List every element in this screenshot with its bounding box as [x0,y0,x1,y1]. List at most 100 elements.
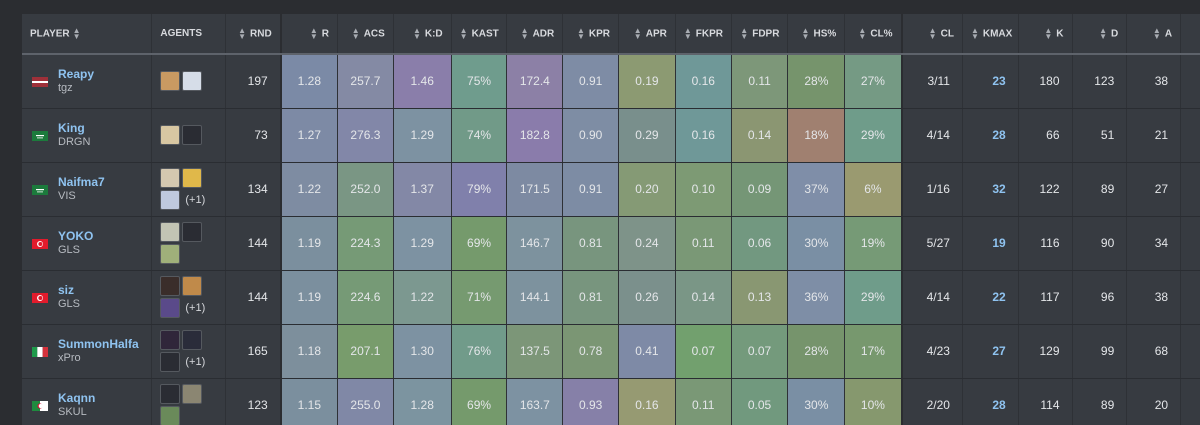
col-header-kpr[interactable]: ▲ ▼ KPR [562,14,620,55]
rounds-cell: 144 [225,270,282,325]
stat-cell: 1.19 [280,216,339,271]
sort-arrows-icon: ▲ ▼ [1044,25,1053,41]
stat-cell: 146.7 [506,216,564,271]
kills-cell: 129 [1018,324,1073,379]
kmax-link[interactable]: 28 [992,128,1006,142]
deaths-cell: 89 [1072,378,1128,425]
player-team: SKUL [58,406,87,418]
agent-icon [160,298,181,318]
agent-icon [160,71,181,92]
col-header-d[interactable]: ▲ ▼ D [1072,14,1128,55]
stat-cell: 1.22 [280,162,339,217]
table-row: YOKO GLS 144 1.19 224.3 1.29 69% 146.7 0.81 0.… [22,216,1200,271]
stat-cell: 257.7 [337,54,394,109]
stat-cell: 76% [451,324,508,379]
player-cell: siz GLS [22,270,153,325]
assists-cell: 38 [1126,270,1182,325]
player-team: xPro [58,352,81,364]
agents-cell [151,54,227,109]
assists-cell: 27 [1126,162,1182,217]
col-header-clpct[interactable]: ▲ ▼ CL% [844,14,903,55]
country-flag-icon [32,292,48,303]
stat-cell: 71% [451,270,508,325]
clutches-cell: 3/11 [901,54,963,109]
col-header-acs[interactable]: ▲ ▼ ACS [337,14,394,55]
agent-icon [160,406,181,425]
stat-cell: 79% [451,162,508,217]
kmax-cell[interactable]: 19 [962,216,1019,271]
stat-cell: 0.16 [675,54,732,109]
stat-cell: 0.10 [675,162,732,217]
player-team: GLS [58,244,81,256]
agent-icon [182,125,203,145]
stat-cell: 172.4 [506,54,564,109]
extra-agents-count: (+1) [185,194,206,206]
stat-cell: 0.11 [731,54,789,109]
kmax-link[interactable]: 27 [992,344,1006,358]
kmax-link[interactable]: 28 [992,398,1006,412]
deaths-cell: 99 [1072,324,1128,379]
stat-cell: 224.3 [337,216,394,271]
stat-cell: 36% [787,270,846,325]
player-name-link[interactable]: Naifma7 [58,175,105,189]
player-name-link[interactable]: siz [58,283,75,297]
stat-cell: 137.5 [506,324,564,379]
stat-cell: 37% [787,162,846,217]
kmax-link[interactable]: 32 [992,182,1006,196]
kmax-link[interactable]: 23 [992,74,1006,89]
kills-cell: 117 [1018,270,1073,325]
col-header-rnd[interactable]: ▲ ▼ RND [225,14,282,55]
col-header-r[interactable]: ▲ ▼ R [280,14,339,55]
col-header-kd[interactable]: ▲ ▼ K:D [393,14,452,55]
player-cell: Naifma7 VIS [22,162,153,217]
col-header-fk[interactable]: ▲▼FK [1180,14,1200,55]
col-header-adr[interactable]: ▲ ▼ ADR [506,14,564,55]
sort-arrows-icon: ▲ ▼ [858,25,867,41]
country-flag-icon [32,238,48,249]
stat-cell: 255.0 [337,378,394,425]
clutches-cell: 4/23 [901,324,963,379]
kmax-link[interactable]: 19 [992,236,1006,250]
stat-cell: 1.27 [280,108,339,163]
stat-cell: 75% [451,54,508,109]
player-stats-table: PLAYER ▲ ▼ AGENTS ▲ ▼ RND ▲ ▼ R ▲ ▼ ACS ▲ ▼ K:D ▲ ▼… [22,14,1200,425]
col-header-kast[interactable]: ▲ ▼ KAST [451,14,508,55]
table-row: Kaqnn SKUL 123 1.15 255.0 1.28 69% 163.7 0.93… [22,378,1200,425]
country-flag-icon [32,184,48,195]
player-name-link[interactable]: SummonHalfa [58,337,139,351]
stat-cell: 18% [787,108,846,163]
col-header-player[interactable]: PLAYER ▲ ▼ [22,14,153,55]
stat-cell: 224.6 [337,270,394,325]
col-header-fdpr[interactable]: ▲ ▼ FDPR [731,14,789,55]
col-header-k[interactable]: ▲ ▼ K [1018,14,1073,55]
table-row: Naifma7 VIS (+1) 134 1.22 252.0 1.37 79% 171… [22,162,1200,217]
kmax-cell[interactable]: 27 [962,324,1019,379]
deaths-cell: 90 [1072,216,1128,271]
kmax-cell[interactable]: 22 [962,270,1019,325]
player-name-link[interactable]: King [58,121,85,135]
col-header-hs[interactable]: ▲ ▼ HS% [787,14,846,55]
col-header-cl[interactable]: ▲ ▼ CL [901,14,963,55]
stat-cell: 0.93 [562,378,620,425]
col-header-kmax[interactable]: ▲ ▼ KMAX [962,14,1019,55]
kmax-cell[interactable]: 28 [962,108,1019,163]
kmax-cell[interactable]: 28 [962,378,1019,425]
stat-cell: 69% [451,216,508,271]
stat-cell: 0.06 [731,216,789,271]
player-team: VIS [58,190,76,202]
stat-cell: 0.81 [562,216,620,271]
kmax-link[interactable]: 22 [992,290,1006,304]
col-header-a[interactable]: ▲ ▼ A [1126,14,1182,55]
kmax-cell[interactable]: 23 [962,54,1019,109]
sort-arrows-icon: ▲ ▼ [1152,25,1161,41]
stat-cell: 0.14 [675,270,732,325]
col-header-apr[interactable]: ▲ ▼ APR [618,14,676,55]
deaths-cell: 89 [1072,162,1128,217]
player-name-link[interactable]: Kaqnn [58,391,96,405]
first-kills-cell: 13 [1180,378,1200,425]
player-name-link[interactable]: Reapy [58,67,95,82]
player-name-link[interactable]: YOKO [58,229,94,243]
col-header-fkpr[interactable]: ▲ ▼ FKPR [675,14,732,55]
agent-icon [160,384,181,404]
kmax-cell[interactable]: 32 [962,162,1019,217]
